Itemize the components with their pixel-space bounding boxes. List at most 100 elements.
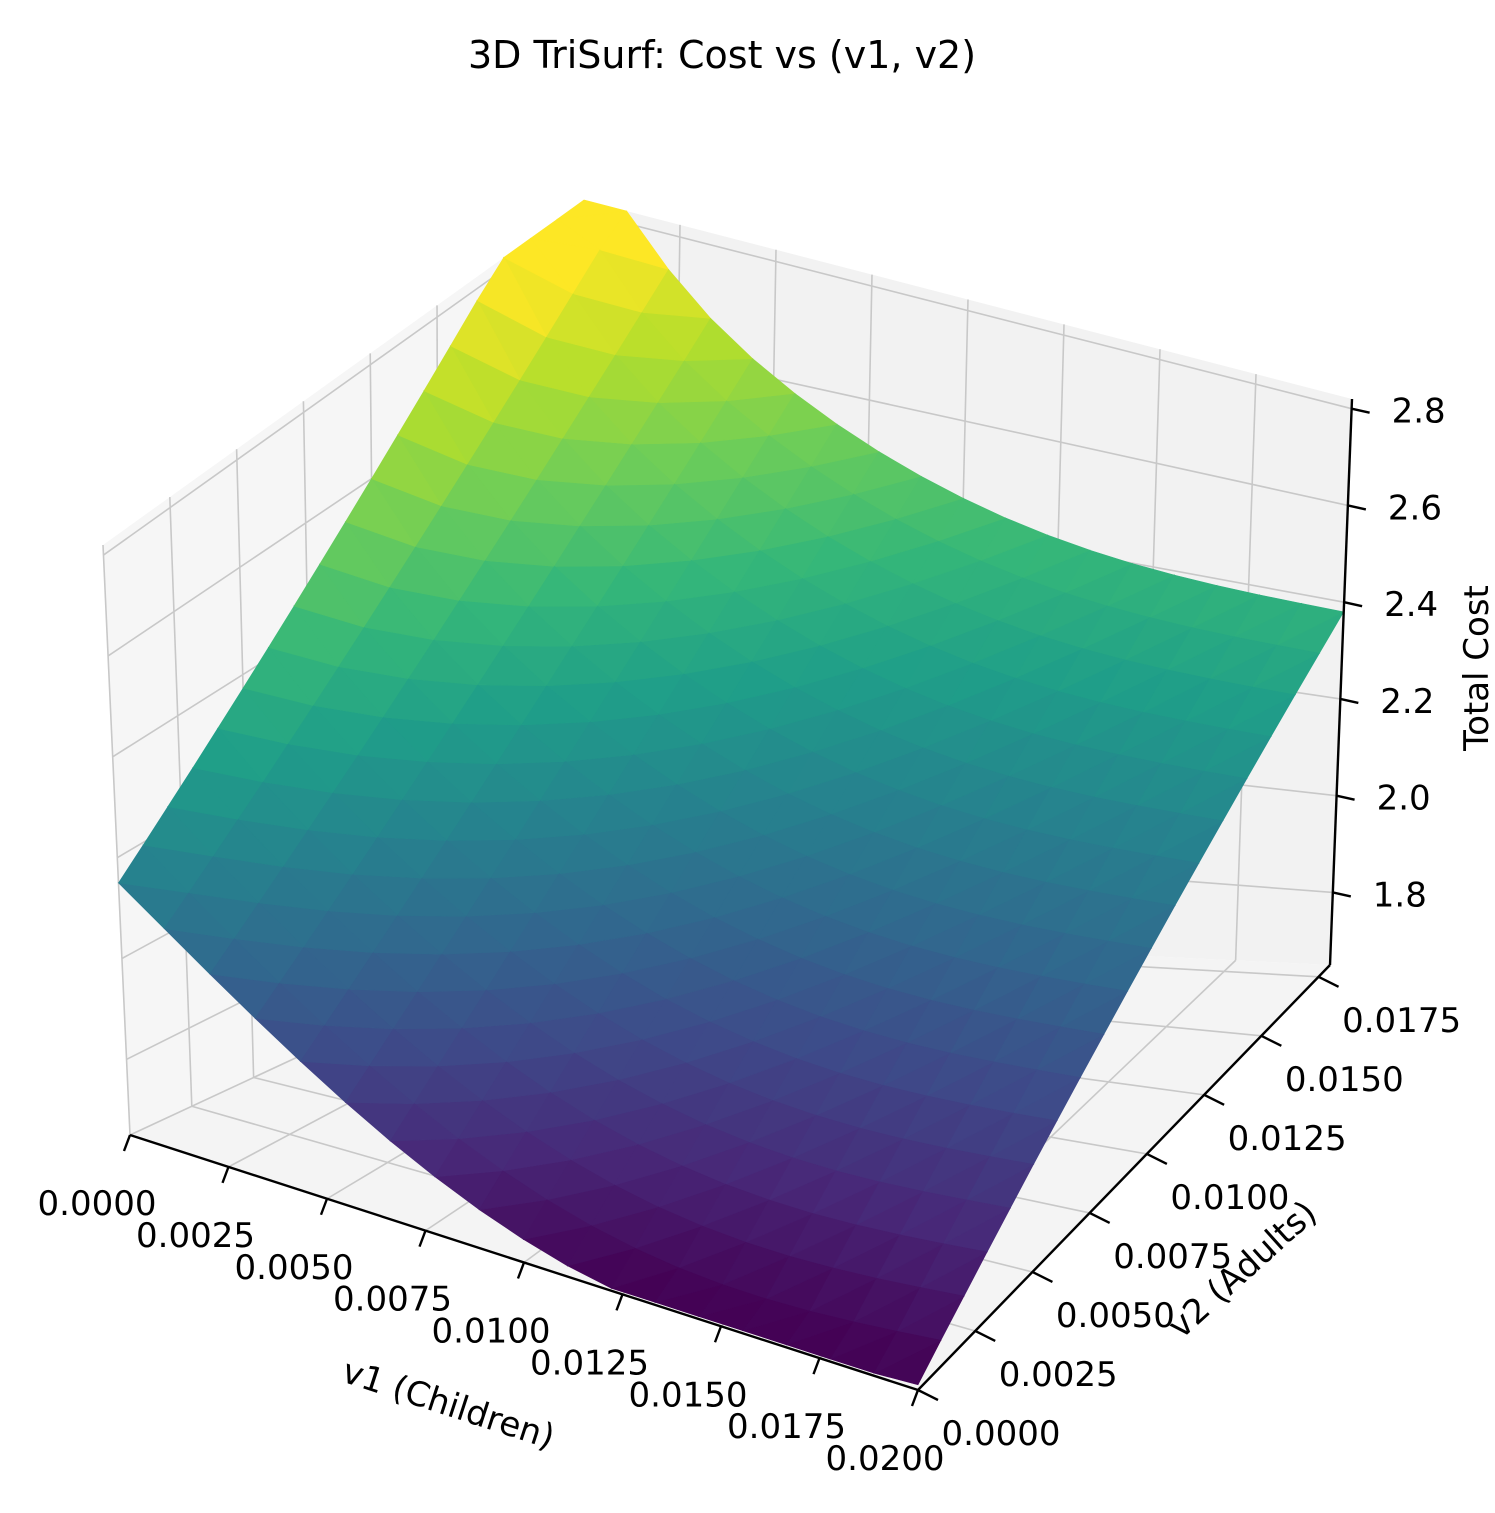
surface-facet [262,743,334,794]
y-tick-label: 0.0050 [1056,1296,1175,1336]
surface-facet [896,1287,965,1333]
z-tick-mark [1343,601,1363,608]
surface-facet [641,268,712,319]
z-axis-label: Total Cost [1457,585,1495,752]
surface-facet [307,792,379,838]
surface-facet [922,705,992,749]
surface-facet [1148,574,1218,619]
surface-facet [357,716,429,763]
surface-facet [519,336,590,398]
surface-facet [683,317,754,362]
surface-facet [485,951,556,991]
surface-facet [319,521,391,588]
surface-facet [906,999,975,1044]
z-tick-mark [1332,891,1352,898]
surface-facet [577,904,648,946]
surface-facet [626,824,697,866]
surface-facet [546,645,617,687]
z-tick-label: 2.4 [1384,585,1438,625]
surface-facet [934,860,1004,905]
surface-facet [368,1028,439,1067]
surface-facet [1093,754,1163,798]
surface-facet [1112,805,1181,849]
surface-facet [433,600,504,647]
surface-facet [902,1095,971,1140]
surface-facet [553,944,624,985]
surface-facet [829,1321,899,1360]
surface-facet [268,605,340,668]
surface-facet [1020,881,1090,926]
surface-facet [751,619,821,663]
surface-facet [765,1255,834,1300]
surface-facet [348,952,419,993]
x-tick-mark [122,1134,132,1152]
surface-facet [282,829,354,875]
surface-facet [953,914,1023,959]
y-tick-label: 0.0150 [1285,1060,1404,1100]
surface-facet [811,1170,881,1215]
surface-facet [1059,983,1129,1028]
surface-facet [922,1147,991,1193]
surface-facet [882,1042,952,1087]
surface-facet [673,442,744,485]
surface-facet [617,1039,687,1081]
surface-facet [899,1191,968,1236]
surface-facet [661,1062,730,1105]
surface-facet [510,479,581,527]
surface-facet [708,591,778,634]
surface-facet [989,677,1059,722]
surface-facet [873,1331,942,1374]
x-tick-label: 0.0125 [530,1343,649,1383]
surface-facet [704,1082,774,1126]
y-tick-mark [1203,1093,1225,1106]
surface-facet [776,578,846,621]
surface-facet [597,972,667,1014]
surface-facet [484,519,556,567]
surface-facet [254,982,326,1026]
surface-facet [1227,686,1297,730]
surface-facet [217,687,289,745]
surface-facet [324,988,395,1030]
surface-facet [657,673,728,715]
surface-facet [437,1027,508,1067]
surface-facet [815,1072,884,1117]
z-axis-line [1328,398,1354,966]
surface-facet [925,1052,995,1097]
surface-facet [242,646,315,707]
surface-facet [553,525,624,567]
surface-facet [759,508,829,551]
surface-facet [657,360,728,404]
surface-facet [748,1100,817,1143]
surface-facet [352,836,423,879]
surface-facet [861,625,931,669]
surface-facet [855,1181,924,1226]
surface-facet [1074,702,1144,746]
surface-facet [648,483,718,526]
surface-facet [631,402,702,445]
surface-facet [915,805,985,849]
surface-facet [654,1267,724,1303]
surface-facet [377,799,448,841]
x-tick-mark [812,1357,821,1375]
surface-facet [996,577,1066,622]
z-tick-mark [1340,697,1359,705]
surface-facet [363,586,435,641]
surface-facet [549,1052,619,1093]
surface-facet [415,505,486,562]
surface-facet [1044,839,1114,883]
x-tick-mark [319,1198,329,1216]
surface-facet [742,1298,811,1332]
surface-facet [583,794,653,835]
surface-facet [1203,728,1272,772]
surface-facet [733,549,803,593]
surface-facet [163,892,236,940]
surface-facet [546,1159,616,1201]
surface-facet [613,1144,683,1186]
surface-facet [458,560,530,607]
surface-facet [891,847,961,891]
x-tick-mark [910,1389,920,1407]
surface-facet [371,434,443,507]
surface-facet [408,639,479,686]
x-tick-label: 0.0100 [432,1312,551,1352]
surface-facet [465,877,536,917]
